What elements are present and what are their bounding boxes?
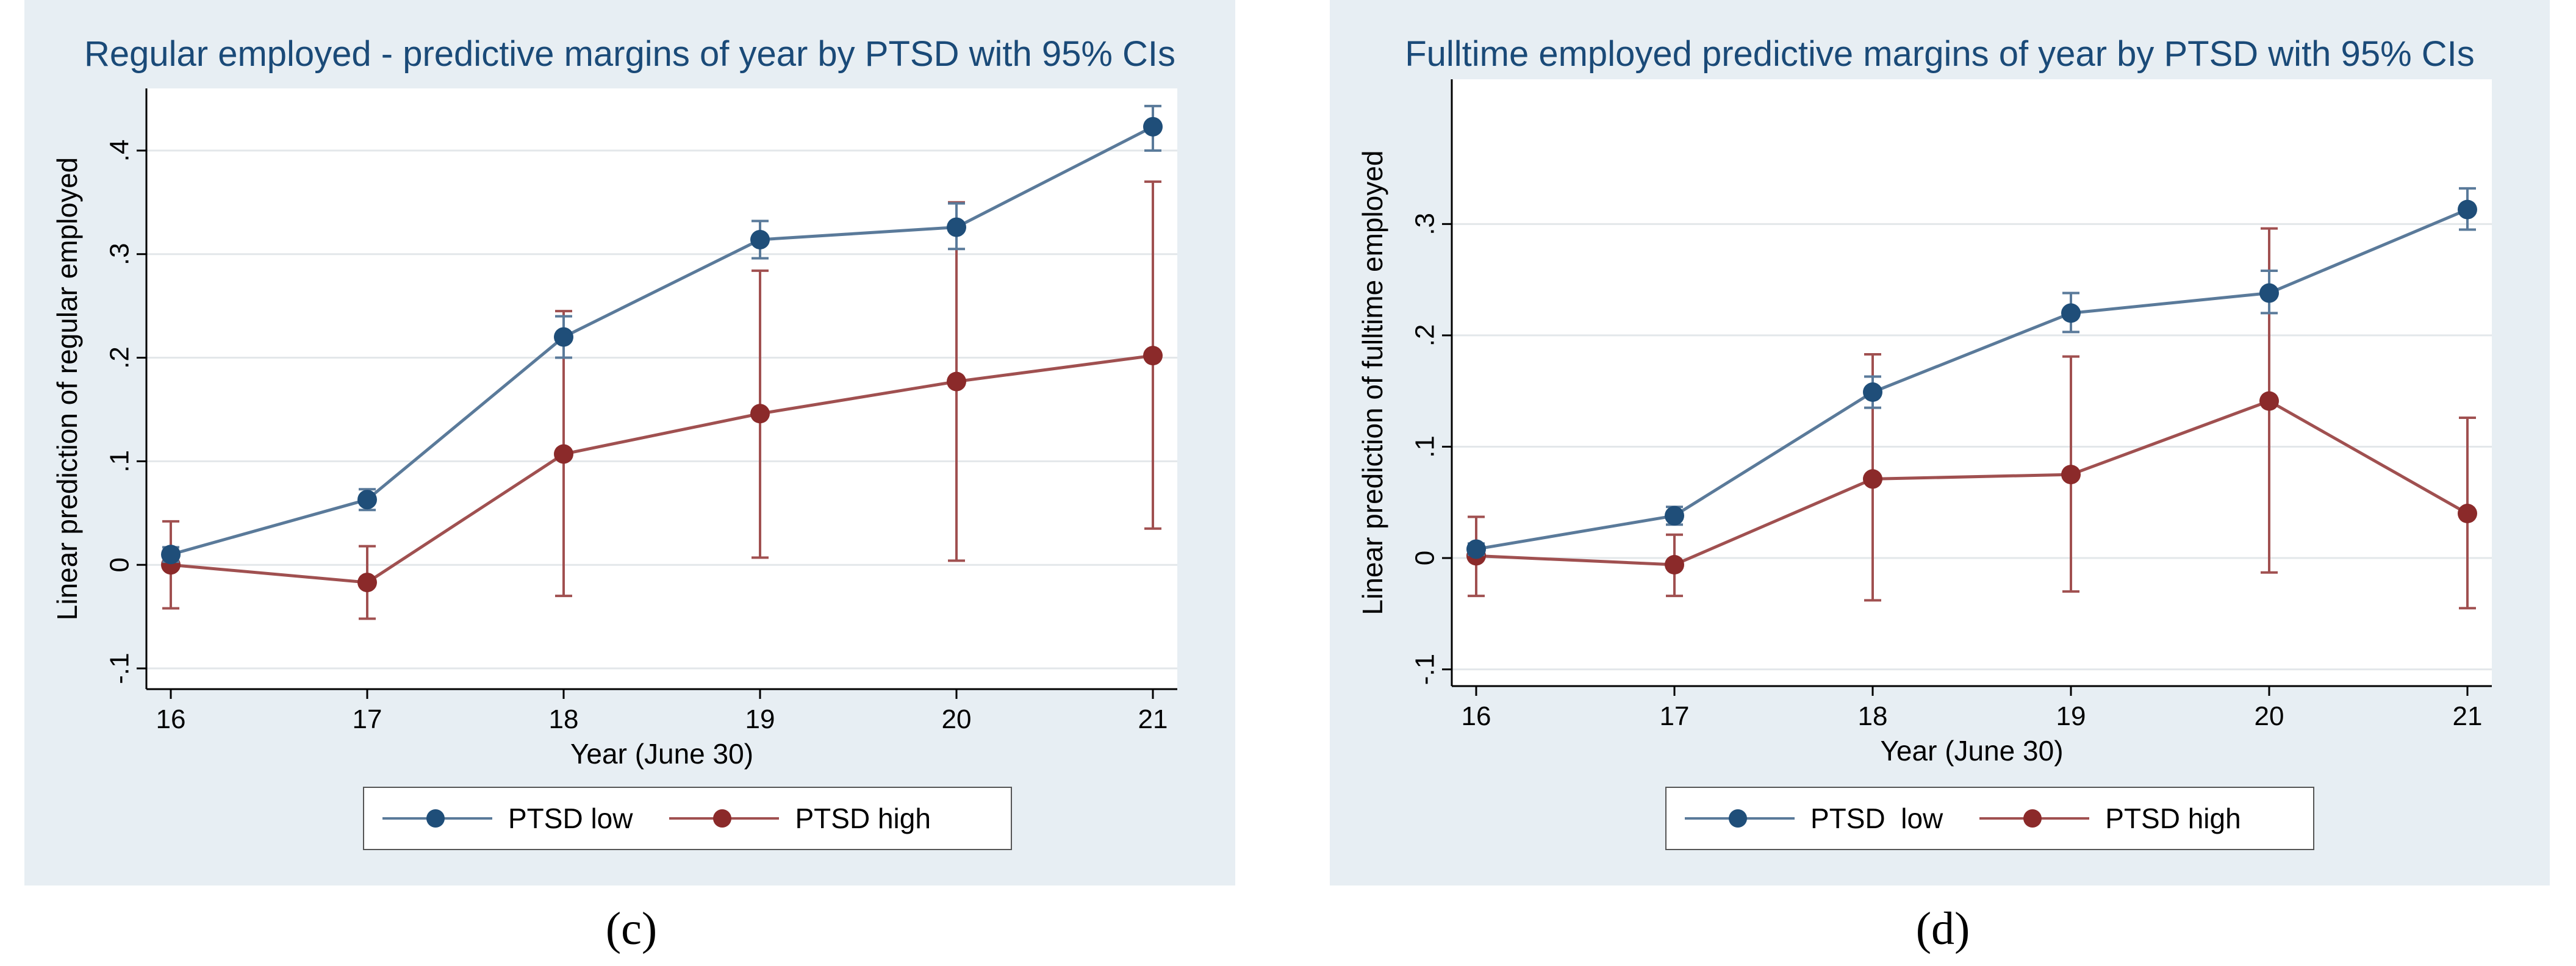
chart-title: Fulltime employed predictive margins of … xyxy=(1405,34,2475,74)
chart-plot-c: -.1 0 .1 .2 .3 .4 16 17 18 19 20 21 Year (June 30) Li… xyxy=(51,88,1177,770)
y-axis-label: Linear prediction of regular employed xyxy=(51,157,83,620)
chart-panel-d: Fulltime employed predictive margins of … xyxy=(1330,0,2550,886)
data-point-high xyxy=(1143,346,1163,366)
legend-label-high: PTSD high xyxy=(2105,803,2241,834)
data-point-high xyxy=(357,573,377,593)
y-tick-label: .4 xyxy=(105,140,135,162)
x-axis-label: Year (June 30) xyxy=(570,738,753,770)
y-tick-label: .1 xyxy=(1410,435,1440,458)
figure-caption-c: (c) xyxy=(605,903,658,954)
plot-area xyxy=(146,88,1177,689)
data-point-low xyxy=(357,490,377,510)
y-tick-label: .3 xyxy=(1410,213,1440,235)
series-line-high xyxy=(170,354,1153,584)
x-tick-label: 21 xyxy=(1138,704,1168,734)
series-line-low xyxy=(170,125,1154,556)
y-tick-label: 0 xyxy=(1410,551,1440,565)
data-point-high xyxy=(947,371,966,392)
data-point-low xyxy=(2458,199,2477,220)
x-tick-label: 17 xyxy=(1660,701,1690,731)
legend: PTSD low PTSD high xyxy=(363,787,1012,850)
x-tick-label: 17 xyxy=(353,704,382,734)
data-point-high xyxy=(554,444,573,464)
chart-title: Regular employed - predictive margins of… xyxy=(84,34,1176,74)
x-tick-label: 16 xyxy=(156,704,186,734)
y-axis-label: Linear prediction of fulltime employed xyxy=(1357,151,1388,615)
data-point-high xyxy=(1863,469,1882,489)
x-tick-label: 20 xyxy=(942,704,972,734)
series-line-low xyxy=(1476,208,2468,551)
y-tick-label: -.1 xyxy=(1410,654,1440,685)
y-tick-label: .2 xyxy=(1410,324,1440,347)
data-point-low xyxy=(2259,283,2279,303)
legend-key-low-icon xyxy=(382,809,492,828)
data-point-high xyxy=(1665,555,1684,574)
figure-caption-d: (d) xyxy=(1915,903,1970,954)
data-point-low xyxy=(161,545,181,565)
data-point-low xyxy=(947,217,966,237)
x-tick-label: 18 xyxy=(549,704,579,734)
data-point-low xyxy=(554,327,573,347)
legend-label-low: PTSD low xyxy=(508,803,633,834)
chart-plot-d: -.1 0 .1 .2 .3 16 17 18 19 20 21 Year (June 30) Line… xyxy=(1357,79,2492,767)
legend-item-low: PTSD low xyxy=(382,802,633,835)
y-tick-label: -.1 xyxy=(105,653,135,684)
x-tick-label: 16 xyxy=(1462,701,1491,731)
legend-label-low: PTSD low xyxy=(1810,803,1943,834)
legend-key-low-icon xyxy=(1685,809,1795,828)
y-tick-label: .3 xyxy=(105,243,135,265)
x-tick-label: 19 xyxy=(2056,701,2086,731)
data-point-high xyxy=(2458,504,2477,524)
data-point-low xyxy=(1863,382,1882,402)
series-line-high xyxy=(1476,399,2469,567)
legend-key-high-icon xyxy=(669,809,780,828)
x-tick-label: 20 xyxy=(2255,701,2284,731)
data-point-low xyxy=(1665,506,1684,526)
y-tick-label: .2 xyxy=(105,346,135,369)
y-tick-label: .1 xyxy=(105,450,135,473)
data-point-low xyxy=(750,229,770,249)
x-tick-label: 18 xyxy=(1858,701,1888,731)
legend-item-high: PTSD high xyxy=(669,802,931,835)
x-axis-label: Year (June 30) xyxy=(1880,735,2063,767)
data-point-high xyxy=(750,404,770,424)
data-point-low xyxy=(1143,116,1163,137)
data-point-high xyxy=(2061,465,2081,485)
legend: PTSD low PTSD high xyxy=(1665,787,2314,850)
data-point-low xyxy=(2061,303,2081,323)
legend-label-high: PTSD high xyxy=(795,803,931,834)
legend-item-low: PTSD low xyxy=(1685,802,1943,835)
y-tick-label: 0 xyxy=(105,557,135,572)
x-tick-label: 21 xyxy=(2453,701,2483,731)
legend-item-high: PTSD high xyxy=(1979,802,2241,835)
data-point-high xyxy=(2259,391,2279,411)
data-point-low xyxy=(1466,539,1486,559)
chart-panel-c: Regular employed - predictive margins of… xyxy=(24,0,1235,886)
plot-area xyxy=(1452,79,2492,686)
x-tick-label: 19 xyxy=(745,704,775,734)
legend-key-high-icon xyxy=(1979,809,2090,828)
